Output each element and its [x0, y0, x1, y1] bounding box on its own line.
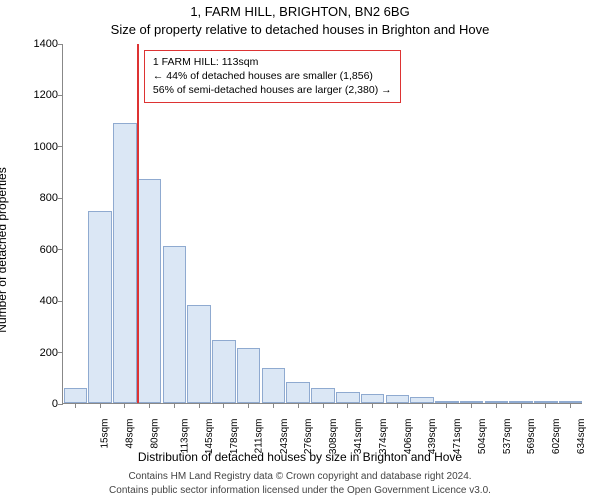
ytick-label: 800 [40, 192, 58, 204]
legend-box: 1 FARM HILL: 113sqm← 44% of detached hou… [144, 50, 401, 103]
chart-container: 1, FARM HILL, BRIGHTON, BN2 6BG Size of … [0, 0, 600, 500]
bar [163, 246, 187, 403]
bar [237, 348, 261, 403]
bar [386, 395, 410, 403]
ytick-mark [58, 249, 63, 250]
bar [361, 394, 385, 403]
xtick-mark [298, 403, 299, 408]
xtick-mark [422, 403, 423, 408]
x-axis-label: Distribution of detached houses by size … [0, 450, 600, 464]
bar [286, 382, 310, 403]
xtick-label: 276sqm [304, 419, 315, 455]
xtick-mark [248, 403, 249, 408]
xtick-mark [149, 403, 150, 408]
license-line-1: Contains HM Land Registry data © Crown c… [0, 471, 600, 482]
ytick-mark [58, 146, 63, 147]
ytick-label: 600 [40, 244, 58, 256]
marker-line [137, 44, 139, 403]
xtick-mark [496, 403, 497, 408]
xtick-label: 569sqm [526, 419, 537, 455]
xtick-label: 374sqm [378, 419, 389, 455]
ytick-mark [58, 44, 63, 45]
xtick-label: 537sqm [502, 419, 513, 455]
plot-area: 020040060080010001200140015sqm48sqm80sqm… [62, 44, 582, 404]
chart-title: 1, FARM HILL, BRIGHTON, BN2 6BG [0, 4, 600, 19]
xtick-label: 602sqm [551, 419, 562, 455]
xtick-mark [273, 403, 274, 408]
xtick-mark [199, 403, 200, 408]
xtick-label: 471sqm [452, 419, 463, 455]
xtick-mark [174, 403, 175, 408]
bar [262, 368, 286, 403]
license-line-2: Contains public sector information licen… [0, 485, 600, 496]
bar [311, 388, 335, 403]
xtick-mark [75, 403, 76, 408]
y-axis-label: Number of detached properties [0, 85, 9, 250]
xtick-mark [397, 403, 398, 408]
ytick-label: 1200 [34, 89, 58, 101]
ytick-label: 400 [40, 295, 58, 307]
ytick-mark [58, 404, 63, 405]
xtick-label: 406sqm [403, 419, 414, 455]
ytick-mark [58, 301, 63, 302]
xtick-mark [223, 403, 224, 408]
legend-line: 1 FARM HILL: 113sqm [153, 55, 392, 69]
xtick-mark [545, 403, 546, 408]
ytick-label: 1400 [34, 38, 58, 50]
ytick-label: 200 [40, 347, 58, 359]
xtick-mark [446, 403, 447, 408]
xtick-label: 504sqm [477, 419, 488, 455]
xtick-label: 211sqm [253, 419, 264, 454]
chart-subtitle: Size of property relative to detached ho… [0, 22, 600, 37]
legend-line: ← 44% of detached houses are smaller (1,… [153, 69, 392, 83]
bar [113, 123, 137, 403]
xtick-mark [124, 403, 125, 408]
xtick-mark [347, 403, 348, 408]
bar [64, 388, 88, 403]
xtick-label: 439sqm [427, 419, 438, 455]
xtick-label: 80sqm [149, 419, 160, 449]
bar [138, 179, 162, 403]
xtick-mark [521, 403, 522, 408]
ytick-label: 0 [52, 398, 58, 410]
xtick-label: 634sqm [576, 419, 587, 455]
ytick-mark [58, 352, 63, 353]
xtick-label: 178sqm [229, 419, 240, 455]
xtick-label: 113sqm [179, 419, 190, 454]
ytick-mark [58, 95, 63, 96]
ytick-label: 1000 [34, 141, 58, 153]
bar [88, 211, 112, 403]
xtick-label: 15sqm [100, 419, 111, 449]
xtick-mark [372, 403, 373, 408]
xtick-mark [471, 403, 472, 408]
legend-line: 56% of semi-detached houses are larger (… [153, 83, 392, 97]
xtick-mark [323, 403, 324, 408]
bar [212, 340, 236, 403]
xtick-label: 145sqm [205, 419, 216, 455]
xtick-label: 243sqm [279, 419, 290, 455]
xtick-label: 308sqm [328, 419, 339, 455]
ytick-mark [58, 198, 63, 199]
bar [336, 392, 360, 403]
xtick-label: 48sqm [125, 419, 136, 449]
xtick-mark [100, 403, 101, 408]
xtick-mark [570, 403, 571, 408]
bar [187, 305, 211, 403]
xtick-label: 341sqm [353, 419, 364, 455]
